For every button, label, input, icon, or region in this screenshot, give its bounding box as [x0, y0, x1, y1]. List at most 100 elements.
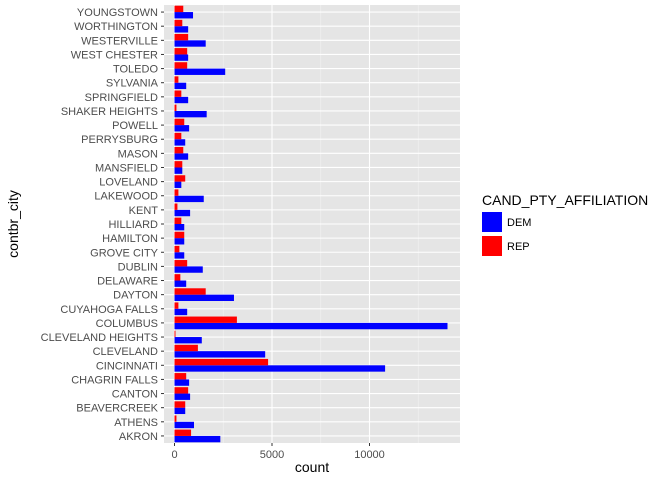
y-tick-label: BEAVERCREEK	[76, 403, 158, 415]
y-tick-label: CUYAHOGA FALLS	[60, 304, 158, 316]
x-tick-label: 0	[171, 449, 177, 461]
bar-dem	[174, 167, 183, 174]
y-tick-label: PERRYSBURG	[81, 134, 158, 146]
bar-rep	[174, 175, 186, 182]
legend-label: REP	[507, 241, 530, 253]
y-tick-label: CLEVELAND HEIGHTS	[41, 332, 158, 344]
bar-dem	[174, 40, 206, 47]
legend: CAND_PTY_AFFILIATION DEM REP	[482, 192, 648, 256]
value-axis: 0 5000 10000	[171, 443, 385, 461]
bar-dem	[174, 322, 448, 330]
category-axis: AKRON ATHENS BEAVERCREEK CANTON CHAGRIN FALL…	[41, 7, 164, 443]
y-tick-label: MASON	[118, 148, 158, 160]
bar-dem	[174, 435, 221, 443]
bar-rep	[174, 90, 182, 97]
bar-dem	[174, 125, 190, 132]
grid-lines	[164, 5, 460, 443]
bar-rep	[174, 118, 185, 126]
bar-rep	[174, 231, 185, 239]
y-tick-label: AKRON	[119, 431, 158, 443]
y-tick-label: TOLEDO	[113, 64, 158, 76]
y-tick-label: LAKEWOOD	[94, 191, 158, 203]
legend-label: DEM	[507, 217, 531, 229]
bar-dem	[174, 82, 187, 90]
bar-rep	[174, 203, 178, 210]
bar-rep	[174, 358, 269, 366]
bar-dem	[174, 195, 204, 203]
bar-rep	[174, 48, 188, 55]
bar-dem	[174, 224, 185, 231]
bar-rep	[174, 62, 188, 69]
y-tick-label: CHAGRIN FALLS	[71, 374, 158, 386]
y-axis-title: contbr_city	[5, 190, 21, 258]
y-tick-label: COLUMBUS	[96, 318, 158, 330]
bar-rep	[174, 302, 179, 309]
bar-rep	[174, 274, 181, 281]
y-tick-label: DUBLIN	[118, 261, 158, 273]
bar-dem	[174, 238, 185, 245]
x-axis-title: count	[295, 459, 329, 475]
bar-dem	[174, 139, 186, 146]
bar-rep	[174, 344, 198, 352]
y-tick-label: SPRINGFIELD	[85, 92, 158, 104]
y-tick-label: WEST CHESTER	[71, 49, 158, 61]
x-tick-label: 10000	[354, 449, 385, 461]
legend-key-rep	[482, 236, 502, 256]
bar-dem	[174, 365, 386, 372]
bar-dem	[174, 294, 234, 302]
bar-rep	[174, 33, 189, 41]
bar-dem	[174, 252, 185, 259]
x-tick-label: 5000	[260, 449, 284, 461]
bar-rep	[174, 132, 182, 140]
y-tick-label: CLEVELAND	[93, 346, 158, 358]
bar-dem	[174, 379, 190, 386]
y-tick-label: YOUNGSTOWN	[77, 7, 158, 19]
y-tick-label: POWELL	[112, 120, 158, 132]
bar-dem	[174, 153, 189, 160]
y-tick-label: DAYTON	[113, 290, 158, 302]
bar-dem	[174, 421, 194, 429]
y-tick-label: ATHENS	[114, 417, 158, 429]
y-tick-label: DELAWARE	[97, 276, 158, 288]
y-tick-label: MANSFIELD	[95, 162, 158, 174]
bar-dem	[174, 181, 182, 188]
bar-rep	[174, 146, 184, 154]
legend-title: CAND_PTY_AFFILIATION	[482, 192, 648, 208]
bar-dem	[174, 12, 194, 19]
y-tick-label: WORTHINGTON	[74, 21, 158, 33]
bar-dem	[174, 209, 191, 217]
y-tick-label: SYLVANIA	[106, 78, 159, 90]
bar-rep	[174, 260, 188, 267]
bar-rep	[174, 19, 183, 27]
y-tick-label: CINCINNATI	[96, 360, 158, 372]
bar-rep	[174, 288, 206, 295]
y-tick-label: CANTON	[112, 389, 158, 401]
bar-rep	[174, 387, 189, 394]
bar-rep	[174, 161, 183, 168]
y-tick-label: GROVE CITY	[90, 247, 159, 259]
bar-dem	[174, 96, 189, 104]
bar-dem	[174, 308, 188, 316]
bar-rep	[174, 373, 187, 380]
bar-dem	[174, 407, 186, 415]
bar-rep	[174, 104, 177, 111]
bar-dem	[174, 110, 207, 118]
bar-rep	[174, 245, 180, 253]
y-tick-label: HAMILTON	[102, 233, 158, 245]
bar-rep	[174, 330, 176, 338]
y-tick-label: HILLIARD	[108, 219, 158, 231]
bar-rep	[174, 401, 186, 408]
legend-key-dem	[482, 212, 502, 232]
bar-rep	[174, 316, 237, 323]
bar-dem	[174, 351, 266, 358]
bar-rep	[174, 217, 182, 224]
bars	[174, 5, 448, 443]
y-tick-label: SHAKER HEIGHTS	[61, 106, 158, 118]
bar-rep	[174, 189, 179, 196]
y-tick-label: KENT	[129, 205, 159, 217]
bar-rep	[174, 76, 179, 83]
bar-dem	[174, 337, 202, 344]
bar-rep	[174, 415, 177, 422]
bar-dem	[174, 26, 189, 33]
